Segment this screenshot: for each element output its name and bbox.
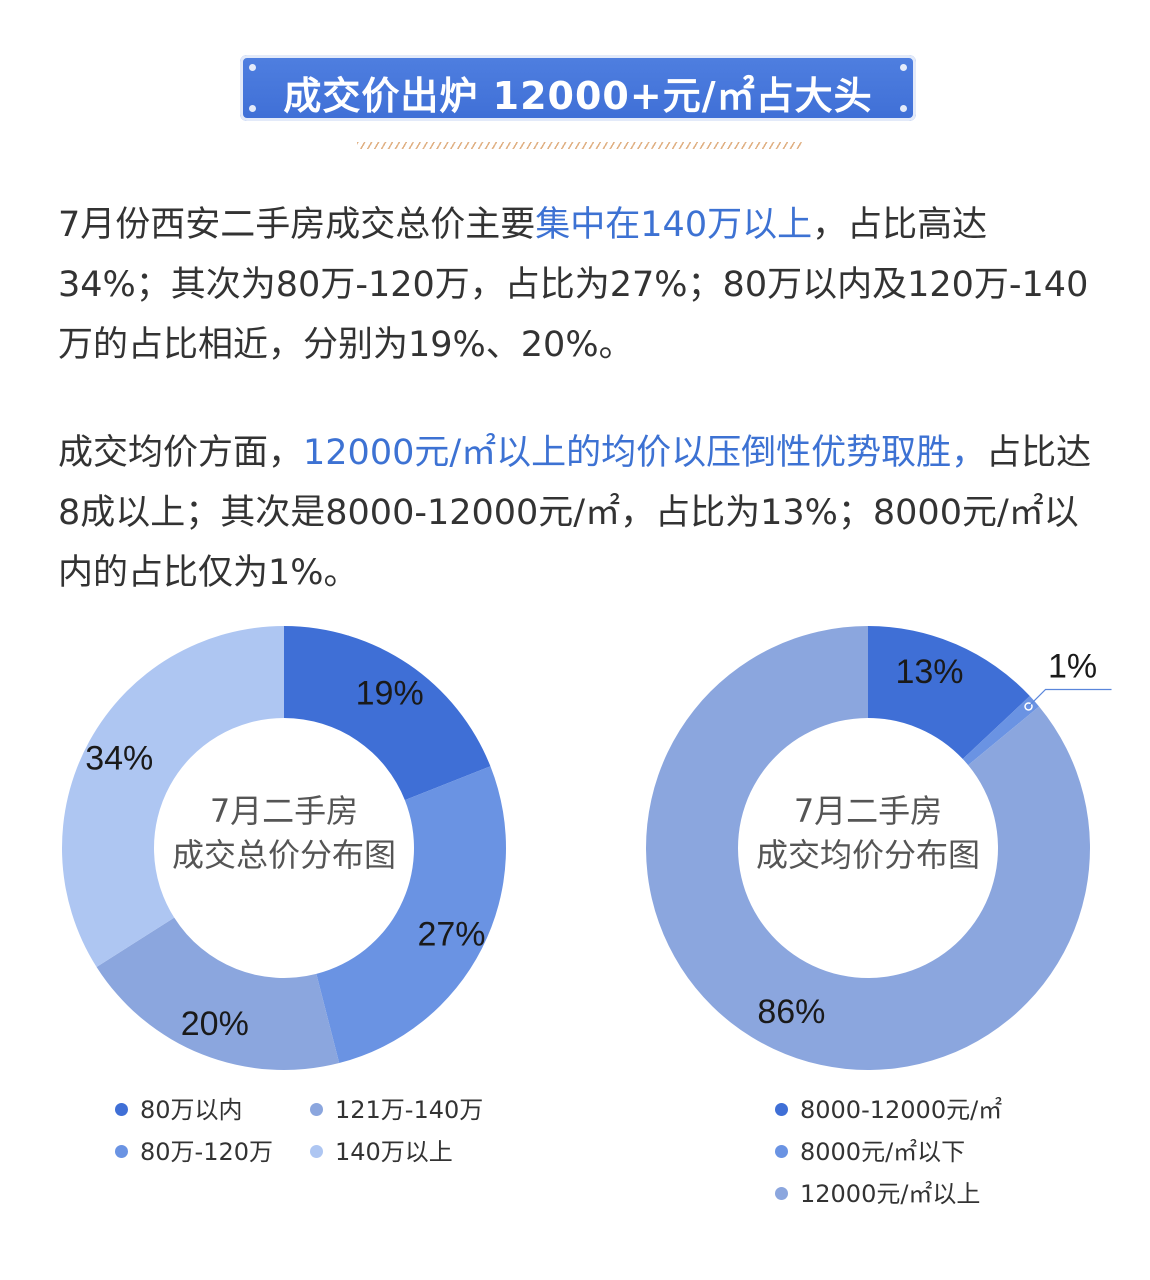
- legend-item: 140万以上: [310, 1132, 453, 1167]
- slice-value-label: 20%: [181, 1005, 249, 1043]
- title-banner: 成交价出炉 12000+元/㎡占大头: [240, 55, 916, 121]
- legend-swatch: [775, 1144, 788, 1158]
- paragraph-text: ，占比高达34%；其次为80万-120万，占比为27%；80万以内及120万-1…: [58, 205, 1089, 365]
- decorative-divider: [357, 142, 803, 149]
- donut-slice: [962, 696, 1040, 766]
- donut-slice: [96, 917, 340, 1071]
- donut-center-label: 成交总价分布图: [172, 836, 396, 874]
- legend-swatch: [310, 1144, 323, 1158]
- legend-label: 121万-140万: [335, 1096, 484, 1124]
- donut-slice: [62, 626, 285, 967]
- legend-label: 8000元/㎡以下: [800, 1138, 966, 1166]
- corner-dot: [900, 105, 907, 112]
- page-title: 成交价出炉 12000+元/㎡占大头: [283, 74, 873, 118]
- legend-label: 140万以上: [335, 1138, 453, 1166]
- legend-label: 80万以内: [140, 1096, 243, 1124]
- paragraph-text: 7月份西安二手房成交总价主要: [58, 205, 536, 245]
- slice-value-label: 27%: [417, 915, 485, 953]
- legend-item: 8000元/㎡以下: [775, 1132, 965, 1167]
- donut-slice: [646, 626, 1090, 1070]
- callout-marker: [1024, 702, 1033, 711]
- legend-label: 80万-120万: [140, 1138, 274, 1166]
- legend-item: 12000元/㎡以上: [775, 1174, 980, 1209]
- legend-total-price: 80万以内 121万-140万 80万-120万 140万以上: [115, 1090, 555, 1180]
- paragraph-highlight: 集中在140万以上: [535, 205, 813, 245]
- legend-item: 80万以内: [115, 1090, 243, 1125]
- legend-unit-price: 8000-12000元/㎡ 8000元/㎡以下 12000元/㎡以上: [775, 1090, 1075, 1220]
- slice-value-label: 1%: [1048, 647, 1097, 685]
- legend-swatch: [310, 1102, 323, 1116]
- summary-paragraph-unit-price: 成交均价方面，12000元/㎡以上的均价以压倒性优势取胜，占比达8成以上；其次是…: [58, 423, 1098, 603]
- legend-swatch: [775, 1102, 788, 1116]
- corner-dot: [249, 105, 256, 112]
- legend-label: 12000元/㎡以上: [800, 1180, 981, 1208]
- donut-slice: [316, 766, 507, 1064]
- slice-value-label: 86%: [757, 993, 825, 1031]
- corner-dot: [249, 64, 256, 71]
- donut-slice: [284, 626, 491, 801]
- legend-item: 8000-12000元/㎡: [775, 1090, 1002, 1125]
- callout-line: [1028, 688, 1112, 707]
- donut-center-label: 7月二手房: [794, 792, 942, 830]
- legend-swatch: [115, 1144, 128, 1158]
- donut-center-label: 7月二手房: [210, 792, 358, 830]
- legend-swatch: [775, 1186, 788, 1200]
- donut-center-label: 成交均价分布图: [756, 836, 980, 874]
- slice-value-label: 34%: [85, 739, 153, 777]
- paragraph-highlight: 12000元/㎡以上的均价以压倒性优势取胜，: [303, 433, 987, 473]
- legend-item: 80万-120万: [115, 1132, 273, 1167]
- donut-slice: [868, 626, 1030, 760]
- legend-swatch: [115, 1102, 128, 1116]
- corner-dot: [900, 64, 907, 71]
- paragraph-text: 占比达8成以上；其次是8000-12000元/㎡，占比为13%；8000元/㎡以…: [58, 433, 1092, 593]
- paragraph-text: 成交均价方面，: [58, 433, 304, 473]
- slice-value-label: 19%: [356, 675, 424, 713]
- legend-item: 121万-140万: [310, 1090, 483, 1125]
- slice-value-label: 13%: [895, 653, 963, 691]
- summary-paragraph-total-price: 7月份西安二手房成交总价主要集中在140万以上，占比高达34%；其次为80万-1…: [58, 195, 1098, 375]
- legend-label: 8000-12000元/㎡: [800, 1096, 1003, 1124]
